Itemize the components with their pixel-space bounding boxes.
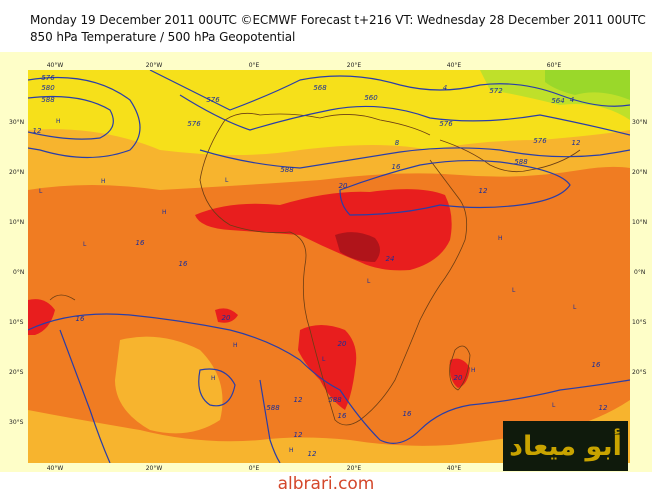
geopotential-label: 576: [206, 96, 220, 104]
lon-label: 40°E: [447, 62, 462, 69]
high-marker: H: [162, 209, 167, 216]
isotherm-labels: 12 16 16 20 16 24 12 12 16 20 20 20 16 1…: [33, 84, 608, 458]
lon-label: 60°E: [547, 62, 562, 69]
temperature-field: [28, 70, 630, 463]
geopotential-label: 576: [41, 74, 55, 82]
low-marker: L: [225, 177, 229, 184]
isotherm-label: 16: [76, 315, 85, 323]
latitude-labels-right: 30°N 20°N 10°N 0°N 10°S 20°S: [632, 119, 647, 376]
geopotential-label: 588: [280, 166, 294, 174]
high-marker: H: [471, 367, 476, 374]
geopotential-label: 588: [266, 404, 280, 412]
isotherm-label: 12: [33, 127, 42, 135]
geopotential-label: 576: [533, 137, 547, 145]
geopotential-label: 576: [187, 120, 201, 128]
lat-label: 20°N: [9, 169, 24, 176]
lon-label: 20°W: [146, 465, 163, 472]
isotherm-label: 12: [294, 431, 303, 439]
geopotential-label: 588: [41, 96, 55, 104]
isotherm-label: 16: [392, 163, 401, 171]
low-marker: L: [39, 188, 43, 195]
high-marker: H: [233, 342, 238, 349]
geopotential-label: 588: [328, 396, 342, 404]
coastlines: [49, 112, 581, 426]
high-marker: H: [56, 118, 61, 125]
isotherm-label: 16: [592, 361, 601, 369]
lon-label: 20°W: [146, 62, 163, 69]
high-marker: H: [289, 447, 294, 454]
longitude-labels-bottom: 40°W 20°W 0°E 20°E 40°E: [47, 465, 462, 472]
geopotential-label: 580: [41, 84, 55, 92]
map-subtitle: 850 hPa Temperature / 500 hPa Geopotenti…: [30, 30, 296, 44]
low-marker: L: [512, 287, 516, 294]
latitude-labels-left: 30°N 20°N 10°N 0°N 10°S 20°S 30°S: [9, 119, 24, 426]
site-url: albrari.com: [277, 474, 375, 494]
isotherm-label: 16: [179, 260, 188, 268]
low-marker: L: [573, 304, 577, 311]
lat-label: 10°S: [9, 319, 24, 326]
isotherm-label: 24: [386, 255, 395, 263]
geopotential-labels: 576 580 588 576 576 588 560 576 572 588 …: [41, 74, 564, 412]
watermark-text: أبو ميعاد: [509, 430, 622, 462]
isotherm-label: 12: [294, 396, 303, 404]
isotherm-label: 4: [443, 84, 447, 92]
high-marker: H: [498, 235, 503, 242]
isotherm-label: 20: [222, 314, 231, 322]
pressure-markers: L H H L H L L H L H H L H L L H: [39, 118, 577, 454]
geopotential-label: 588: [514, 158, 528, 166]
lat-label: 30°N: [9, 119, 24, 126]
isotherm-label: 20: [339, 182, 348, 190]
lon-label: 40°W: [47, 465, 64, 472]
high-marker: H: [211, 375, 216, 382]
lat-label: 30°S: [9, 419, 24, 426]
map-title: Monday 19 December 2011 00UTC ©ECMWF For…: [30, 13, 646, 27]
isotherm-label: 12: [308, 450, 317, 458]
geopotential-contours: [28, 70, 630, 463]
lat-label: 30°N: [632, 119, 647, 126]
lat-label: 0°N: [13, 269, 24, 276]
isotherm-label: 16: [403, 410, 412, 418]
isotherm-label: 20: [454, 374, 463, 382]
geopotential-label: 568: [313, 84, 327, 92]
low-marker: L: [552, 402, 556, 409]
isotherm-label: 20: [338, 340, 347, 348]
geopotential-label: 560: [364, 94, 378, 102]
low-marker: L: [367, 278, 371, 285]
isotherm-label: 4: [570, 96, 574, 104]
lon-label: 0°E: [249, 465, 260, 472]
high-marker: H: [101, 178, 106, 185]
geopotential-label: 564: [551, 97, 564, 105]
geopotential-label: 576: [439, 120, 453, 128]
low-marker: L: [83, 241, 87, 248]
isotherm-label: 12: [572, 139, 581, 147]
lat-label: 0°N: [634, 269, 645, 276]
isotherm-label: 12: [599, 404, 608, 412]
lon-label: 40°W: [47, 62, 64, 69]
lon-label: 40°E: [447, 465, 462, 472]
watermark-logo: أبو ميعاد: [503, 421, 628, 471]
lat-label: 20°S: [9, 369, 24, 376]
isotherm-label: 16: [338, 412, 347, 420]
lat-label: 10°N: [632, 219, 647, 226]
isotherm-label: 8: [395, 139, 400, 147]
lon-label: 20°E: [347, 465, 362, 472]
lat-label: 20°S: [632, 369, 647, 376]
low-marker: L: [322, 356, 326, 363]
lon-label: 0°E: [249, 62, 260, 69]
lat-label: 20°N: [632, 169, 647, 176]
lon-label: 20°E: [347, 62, 362, 69]
lat-label: 10°N: [9, 219, 24, 226]
longitude-labels-top: 40°W 20°W 0°E 20°E 40°E 60°E: [47, 62, 562, 69]
lat-label: 10°S: [632, 319, 647, 326]
geopotential-label: 572: [489, 87, 503, 95]
isotherm-label: 16: [136, 239, 145, 247]
isotherm-label: 12: [479, 187, 488, 195]
